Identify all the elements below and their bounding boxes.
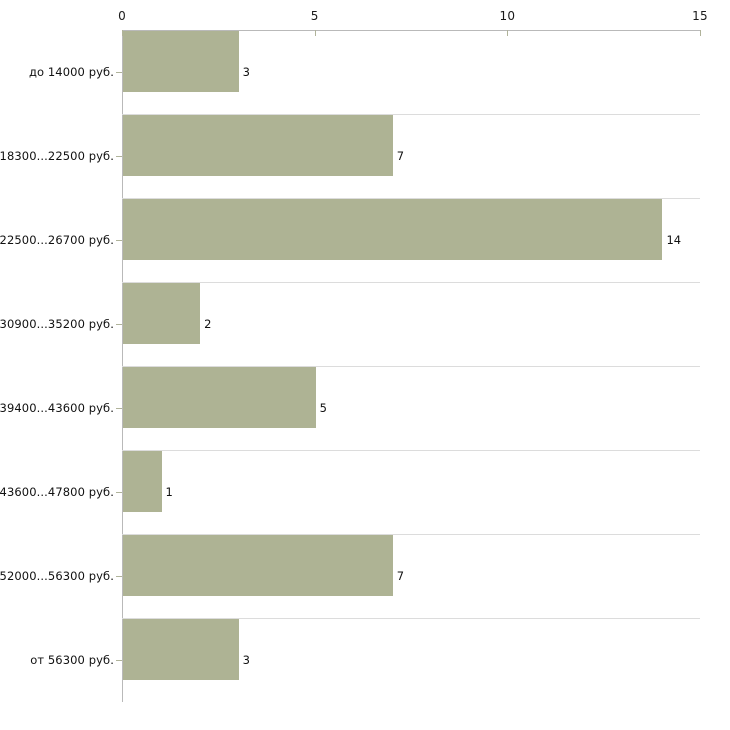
bar[interactable]: [123, 535, 393, 596]
y-axis-tick: [116, 324, 122, 325]
x-axis-tick: [507, 30, 509, 36]
x-axis-tick-label: 10: [499, 9, 516, 23]
x-axis-tick-label: 0: [118, 9, 126, 23]
x-axis-tick-label: 15: [692, 9, 708, 23]
category-label: 22500...26700 руб.: [0, 233, 114, 247]
bar[interactable]: [123, 283, 201, 344]
row-separator: [122, 450, 700, 451]
y-axis-tick: [116, 492, 122, 493]
bar-value-label: 3: [242, 65, 250, 79]
bar-value-label: 7: [396, 569, 405, 583]
y-axis-tick: [116, 408, 122, 409]
bar-value-label: 2: [204, 317, 212, 331]
bar[interactable]: [123, 115, 393, 176]
x-axis-tick: [700, 30, 701, 36]
row-separator: [122, 282, 700, 283]
x-axis-tick: [314, 30, 316, 36]
x-axis-tick: [122, 30, 123, 36]
bar-value-label: 5: [319, 401, 327, 415]
bar[interactable]: [123, 367, 316, 428]
bar-value-label: 7: [396, 149, 405, 163]
x-axis-tick-label: 5: [310, 9, 319, 23]
bar[interactable]: [123, 31, 239, 92]
category-label: 43600...47800 руб.: [0, 485, 114, 499]
bar[interactable]: [123, 199, 663, 260]
y-axis-tick: [116, 240, 122, 241]
category-label: до 14000 руб.: [28, 65, 114, 79]
y-axis-tick: [116, 72, 122, 73]
bar[interactable]: [123, 451, 162, 512]
category-label: 39400...43600 руб.: [0, 401, 114, 415]
bar[interactable]: [123, 619, 239, 680]
category-label: 52000...56300 руб.: [0, 569, 114, 583]
x-axis-line: [122, 30, 700, 31]
bar-value-label: 14: [666, 233, 682, 247]
bar-value-label: 3: [242, 653, 250, 667]
y-axis-tick: [116, 576, 122, 577]
category-label: от 56300 руб.: [30, 653, 114, 667]
y-axis-tick: [116, 660, 122, 661]
category-label: 30900...35200 руб.: [0, 317, 114, 331]
category-label: 18300...22500 руб.: [0, 149, 114, 163]
y-axis-tick: [116, 156, 122, 157]
row-separator: [122, 114, 700, 115]
row-separator: [122, 534, 700, 535]
bar-value-label: 1: [165, 485, 173, 499]
row-separator: [122, 618, 700, 619]
row-separator: [122, 198, 700, 199]
row-separator: [122, 366, 700, 367]
